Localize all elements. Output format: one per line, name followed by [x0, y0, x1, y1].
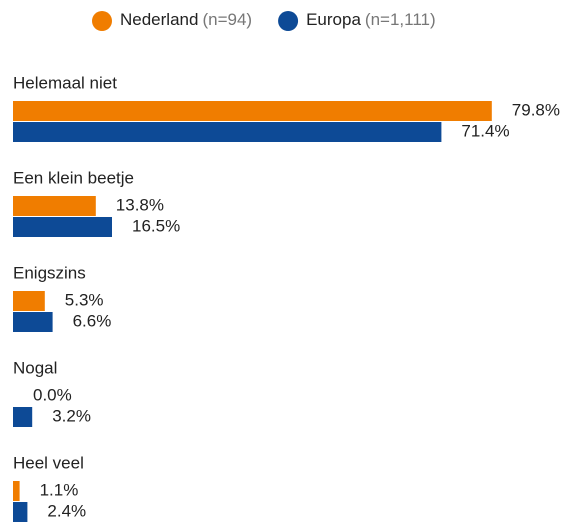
- category-label: Een klein beetje: [13, 168, 134, 187]
- legend-note: (n=1,111): [365, 10, 436, 29]
- legend-name: Nederland: [120, 10, 198, 29]
- category-label: Heel veel: [13, 453, 84, 472]
- legend-label: Europa (n=1,111): [306, 10, 436, 29]
- value-label: 13.8%: [116, 195, 164, 214]
- legend-swatch: [92, 11, 112, 31]
- category-label: Nogal: [13, 358, 57, 377]
- bar: [13, 407, 33, 427]
- value-label: 6.6%: [73, 311, 112, 330]
- value-label: 16.5%: [132, 216, 180, 235]
- value-label: 3.2%: [52, 406, 91, 425]
- category-label: Helemaal niet: [13, 73, 117, 92]
- legend-label: Nederland (n=94): [120, 10, 252, 29]
- legend-name: Europa: [306, 10, 361, 29]
- value-label: 5.3%: [65, 290, 104, 309]
- bar: [13, 122, 442, 142]
- value-label: 0.0%: [33, 385, 72, 404]
- value-label: 79.8%: [512, 100, 560, 119]
- category-label: Enigszins: [13, 263, 86, 282]
- legend-swatch: [278, 11, 299, 31]
- bar: [13, 196, 96, 216]
- value-label: 71.4%: [461, 121, 509, 140]
- value-label: 1.1%: [40, 480, 79, 499]
- bar: [13, 481, 20, 501]
- bar: [13, 101, 492, 121]
- value-label: 2.4%: [47, 501, 86, 520]
- bar: [13, 502, 28, 522]
- bar: [13, 312, 53, 332]
- bar: [13, 291, 45, 311]
- legend-note: (n=94): [202, 10, 252, 29]
- bar: [13, 217, 112, 237]
